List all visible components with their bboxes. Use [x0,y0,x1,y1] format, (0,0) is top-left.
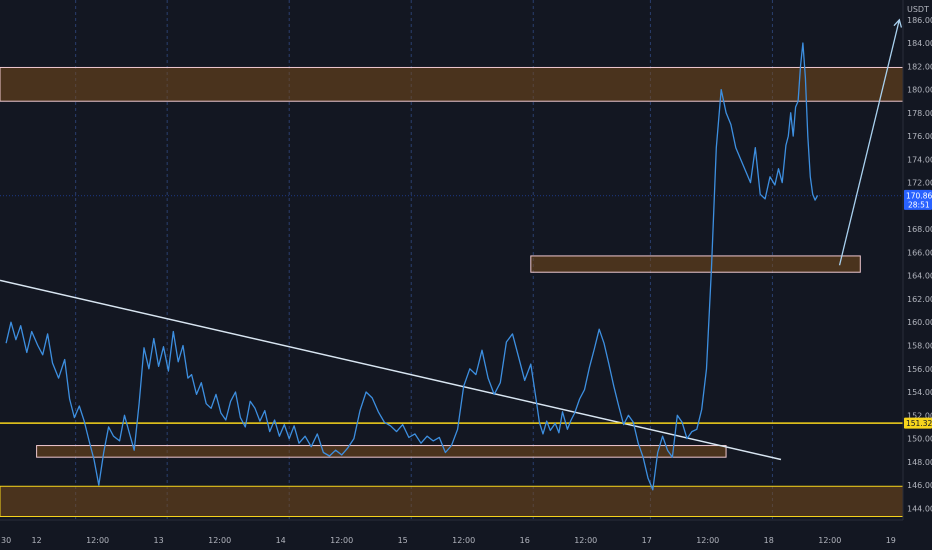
time-tick-label: 19 [886,536,896,545]
currency-label: USDT [907,5,929,14]
price-tick-label: 146.000 [907,481,932,490]
zone-148-149[interactable] [36,445,727,458]
time-tick-label: 12:00 [86,536,109,545]
price-tag-box [904,417,932,429]
price-tick-label: 162.000 [907,295,932,304]
price-tags: 170.86628:51 151.329 [904,189,932,429]
zone-180-182[interactable] [0,66,904,102]
projection-arrows [838,18,903,266]
trendlines [0,279,782,461]
price-tag-box [904,189,932,210]
price-tick-label: 156.000 [907,365,932,374]
price-tick-label: 168.000 [907,225,932,234]
price-tick-label: 174.000 [907,155,932,164]
price-tick-label: 166.000 [907,248,932,257]
time-tick-label: 18 [764,536,774,545]
time-tick-label: 17 [642,536,652,545]
time-tick-label: 13 [154,536,164,545]
price-tick-label: 154.000 [907,388,932,397]
time-axis-background[interactable] [0,521,903,550]
price-tick-label: 178.000 [907,109,932,118]
price-tick-label: 150.000 [907,435,932,444]
time-tick-label: 30 [1,536,11,545]
price-tick-label: 186.000 [907,16,932,25]
price-line [5,42,819,491]
price-axis: 144.000 146.000 148.000 150.000 152.000 154.0… [907,16,932,514]
time-tick-label: 12 [32,536,42,545]
projection-arrow-head [893,18,903,28]
time-tick-label: 12:00 [574,536,597,545]
time-tick-label: 16 [520,536,530,545]
price-tag-value: 170.866 [906,191,932,200]
price-series [5,42,819,491]
projection-arrow-line[interactable] [838,19,900,266]
time-tick-label: 12:00 [696,536,719,545]
price-tick-label: 144.000 [907,504,932,513]
price-tick-label: 152.000 [907,411,932,420]
price-tick-label: 182.000 [907,62,932,71]
zone-164-166[interactable] [530,255,861,273]
time-tick-label: 12:00 [208,536,231,545]
price-tick-label: 158.000 [907,342,932,351]
time-tick-label: 15 [398,536,408,545]
time-tick-label: 14 [276,536,286,545]
price-tick-label: 172.000 [907,179,932,188]
price-tag-value: 151.329 [906,419,932,428]
price-tick-label: 180.000 [907,86,932,95]
price-tick-label: 184.000 [907,39,932,48]
zone-144-146[interactable] [0,485,904,518]
price-tick-label: 164.000 [907,272,932,281]
price-tick-label: 148.000 [907,458,932,467]
time-tick-label: 12:00 [452,536,475,545]
price-tick-label: 176.000 [907,132,932,141]
time-axis: 30 12 12:00 13 12:00 14 12:00 15 12:00 16 12:00 17 1… [1,536,896,545]
price-tag-countdown: 28:51 [908,200,930,209]
level-lines [0,195,903,424]
descending-trendline[interactable] [0,279,782,461]
price-axis-background[interactable] [903,0,932,550]
time-tick-label: 12:00 [818,536,841,545]
price-tick-label: 160.000 [907,318,932,327]
zones [0,66,904,518]
time-tick-label: 12:00 [330,536,353,545]
